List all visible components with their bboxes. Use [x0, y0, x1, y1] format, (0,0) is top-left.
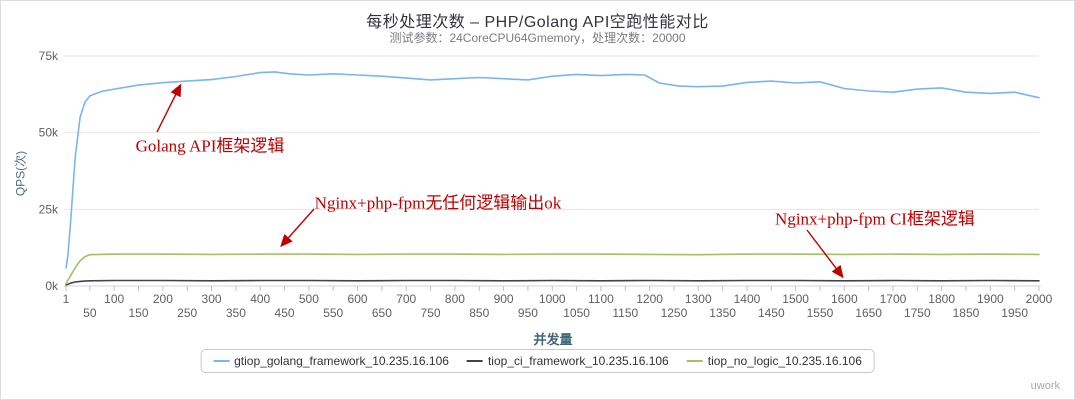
chart-subtitle: 测试参数：24CoreCPU64Gmemory，处理次数：20000	[389, 31, 686, 45]
legend-swatch-line	[686, 360, 703, 362]
annotation-arrow	[280, 208, 315, 248]
x-tick-label: 700	[396, 292, 416, 306]
legend-swatch-line	[213, 360, 230, 362]
x-tick-label: 1800	[928, 292, 955, 306]
x-tick-label: 1950	[1001, 306, 1028, 320]
y-axis-title: QPS(次)	[13, 150, 28, 197]
x-tick-label: 350	[226, 306, 246, 320]
annotation-text: Nginx+php-fpm无任何逻辑输出ok	[314, 193, 562, 213]
x-tick-label: 1850	[953, 306, 980, 320]
x-tick-label: 1050	[563, 306, 590, 320]
x-tick-label: 1700	[880, 292, 907, 306]
legend-item-label: tiop_ci_framework_10.235.16.106	[487, 354, 669, 368]
x-tick-label: 1	[63, 292, 70, 306]
x-tick-label: 1500	[782, 292, 809, 306]
x-tick-label: 250	[177, 306, 197, 320]
legend-swatch-line	[466, 360, 483, 362]
x-tick-label: 650	[372, 306, 392, 320]
y-tick-label: 25k	[39, 202, 59, 216]
x-tick-label: 500	[299, 292, 319, 306]
series-line	[65, 279, 1040, 286]
x-tick-label: 950	[518, 306, 538, 320]
x-axis-title: 并发量	[533, 332, 573, 347]
x-tick-label: 300	[202, 292, 222, 306]
watermark: uwork	[1030, 380, 1060, 392]
x-tick-label: 850	[469, 306, 489, 320]
x-tick-label: 1200	[636, 292, 663, 306]
y-tick-label: 50k	[39, 126, 59, 140]
legend-item-label: tiop_no_logic_10.235.16.106	[707, 354, 862, 368]
annotation-text: Nginx+php-fpm CI框架逻辑	[775, 209, 975, 229]
x-tick-label: 1550	[807, 306, 834, 320]
x-tick-label: 750	[421, 306, 441, 320]
legend-item[interactable]: tiop_ci_framework_10.235.16.106	[466, 354, 669, 368]
x-tick-label: 1650	[855, 306, 882, 320]
annotation-text: Golang API框架逻辑	[135, 136, 285, 156]
series-line	[65, 253, 1040, 285]
legend-item-label: gtiop_golang_framework_10.235.16.106	[234, 354, 449, 368]
x-tick-label: 1250	[661, 306, 688, 320]
x-tick-label: 1000	[539, 292, 566, 306]
x-tick-label: 450	[275, 306, 295, 320]
x-tick-label: 1150	[612, 306, 638, 320]
x-tick-label: 200	[153, 292, 173, 306]
x-tick-label: 600	[348, 292, 368, 306]
series-line	[65, 71, 1040, 269]
x-tick-label: 550	[323, 306, 343, 320]
x-tick-label: 1400	[734, 292, 761, 306]
annotation-arrow	[806, 229, 844, 279]
x-tick-label: 1300	[685, 292, 712, 306]
x-tick-label: 1350	[709, 306, 736, 320]
legend: gtiop_golang_framework_10.235.16.106 tiop…	[200, 349, 875, 373]
x-tick-label: 800	[445, 292, 465, 306]
x-tick-label: 2000	[1026, 292, 1053, 306]
x-tick-label: 1600	[831, 292, 858, 306]
x-tick-label: 1450	[758, 306, 785, 320]
x-tick-label: 400	[250, 292, 270, 306]
annotation-arrow	[156, 83, 182, 133]
y-tick-label: 0k	[45, 279, 59, 293]
y-tick-label: 75k	[39, 49, 59, 63]
x-tick-label: 150	[129, 306, 149, 320]
x-tick-label: 50	[83, 306, 97, 320]
x-tick-label: 900	[494, 292, 514, 306]
x-tick-label: 1100	[588, 292, 614, 306]
legend-item[interactable]: gtiop_golang_framework_10.235.16.106	[213, 354, 449, 368]
x-tick-label: 1900	[977, 292, 1004, 306]
x-tick-label: 1750	[904, 306, 931, 320]
x-tick-label: 100	[104, 292, 124, 306]
legend-item[interactable]: tiop_no_logic_10.235.16.106	[686, 354, 862, 368]
chart-title: 每秒处理次数 – PHP/Golang API空跑性能对比	[366, 14, 709, 31]
